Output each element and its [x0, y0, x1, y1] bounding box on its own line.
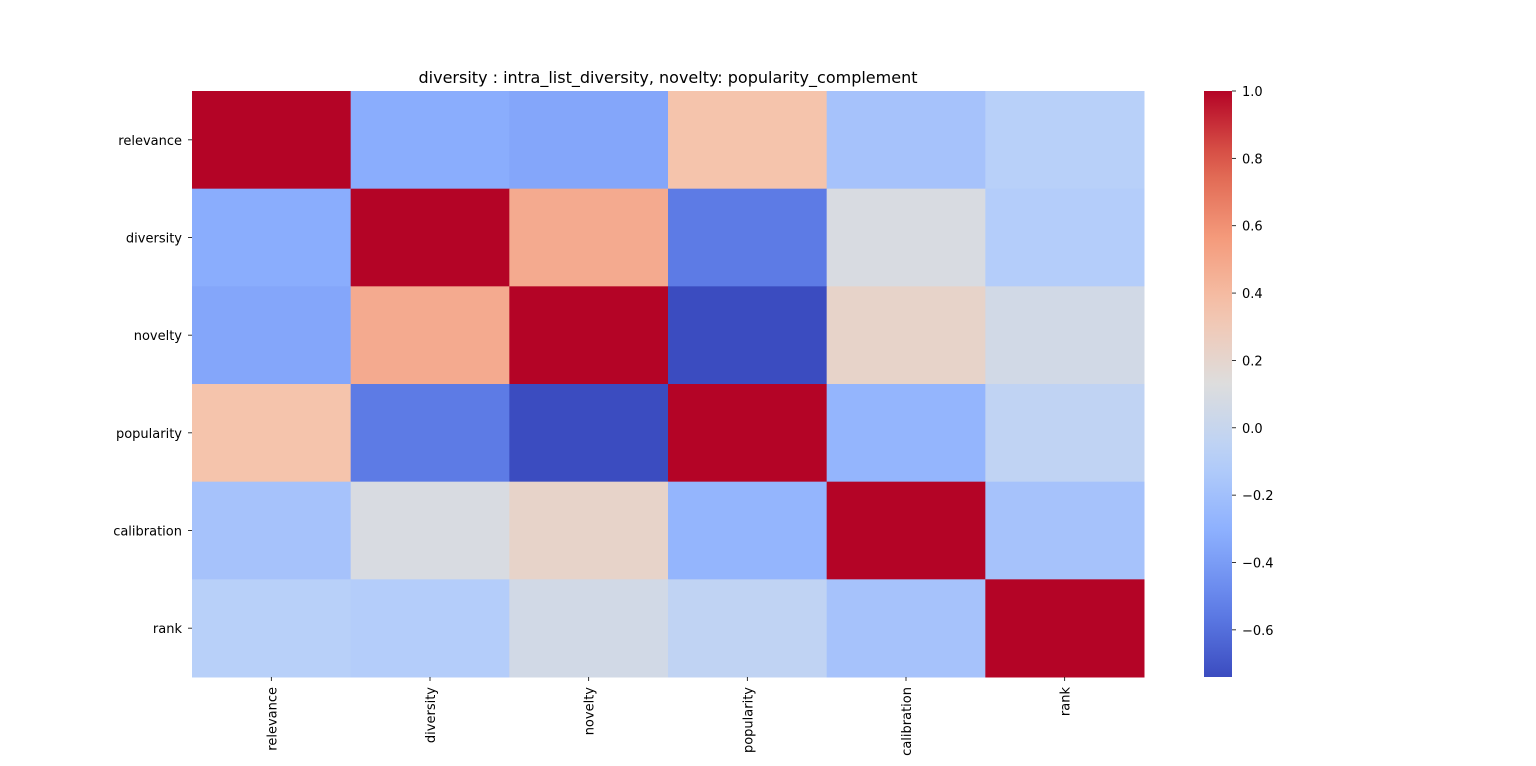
row-tick-label: diversity — [126, 232, 182, 247]
colorbar-tick-label: 0.6 — [1242, 220, 1263, 235]
colorbar-tick-label: −0.4 — [1242, 556, 1274, 571]
column-tick-label: novelty — [583, 687, 598, 736]
heatmap-cell — [826, 286, 986, 385]
heatmap-cell — [826, 384, 986, 483]
row-tick-label: popularity — [116, 427, 182, 442]
heatmap-cell — [826, 188, 986, 287]
heatmap-cell — [826, 481, 986, 580]
column-tick-label: diversity — [424, 687, 439, 743]
row-tick-label: novelty — [134, 329, 183, 344]
heatmap-cell — [826, 579, 986, 678]
row-tick-label: relevance — [118, 134, 182, 149]
colorbar-tick-label: −0.6 — [1242, 624, 1274, 639]
row-tick-label: calibration — [113, 525, 182, 540]
heatmap-cell — [668, 188, 828, 287]
chart-title: diversity : intra_list_diversity, novelt… — [419, 68, 918, 88]
colorbar: 1.0 0.8 0.6 0.4 0.2 0.0 −0.2 −0.4 −0.6 — [1204, 85, 1274, 677]
colorbar-tick-label: 0.8 — [1242, 152, 1263, 167]
column-tick-label: calibration — [900, 687, 915, 756]
heatmap-cell — [985, 91, 1145, 190]
heatmap-cell — [668, 384, 828, 483]
heatmap-cell — [668, 481, 828, 580]
heatmap-cells — [192, 91, 1145, 678]
heatmap-cell — [192, 286, 352, 385]
heatmap-cell — [350, 188, 510, 287]
column-tick-label: popularity — [741, 687, 756, 753]
heatmap-cell — [509, 91, 669, 190]
heatmap-cell — [192, 481, 352, 580]
column-tick-label: relevance — [265, 687, 280, 751]
heatmap-cell — [985, 579, 1145, 678]
heatmap-cell — [668, 91, 828, 190]
heatmap-cell — [350, 384, 510, 483]
heatmap-cell — [192, 91, 352, 190]
colorbar-tick-label: 0.2 — [1242, 354, 1263, 369]
column-tick-labels: relevance diversity novelty popularity calib… — [265, 677, 1074, 756]
heatmap-cell — [509, 188, 669, 287]
heatmap-cell — [350, 91, 510, 190]
heatmap-cell — [985, 188, 1145, 287]
row-tick-label: rank — [153, 622, 183, 637]
heatmap-cell — [985, 286, 1145, 385]
heatmap-cell — [826, 91, 986, 190]
colorbar-tick-label: 1.0 — [1242, 85, 1263, 100]
heatmap-cell — [668, 579, 828, 678]
row-tick-labels: relevance diversity novelty popularity calib… — [113, 134, 192, 637]
heatmap-cell — [350, 579, 510, 678]
heatmap-cell — [985, 481, 1145, 580]
heatmap-cell — [350, 481, 510, 580]
heatmap-cell — [192, 384, 352, 483]
heatmap-cell — [509, 384, 669, 483]
colorbar-tick-label: 0.0 — [1242, 422, 1263, 437]
heatmap-cell — [668, 286, 828, 385]
colorbar-tick-label: 0.4 — [1242, 287, 1263, 302]
heatmap-cell — [350, 286, 510, 385]
colorbar-gradient — [1204, 91, 1232, 677]
heatmap-cell — [985, 384, 1145, 483]
heatmap-cell — [192, 579, 352, 678]
heatmap-cell — [509, 579, 669, 678]
heatmap-cell — [192, 188, 352, 287]
colorbar-tick-label: −0.2 — [1242, 489, 1274, 504]
heatmap-cell — [509, 481, 669, 580]
column-tick-label: rank — [1059, 687, 1074, 717]
heatmap-cell — [509, 286, 669, 385]
